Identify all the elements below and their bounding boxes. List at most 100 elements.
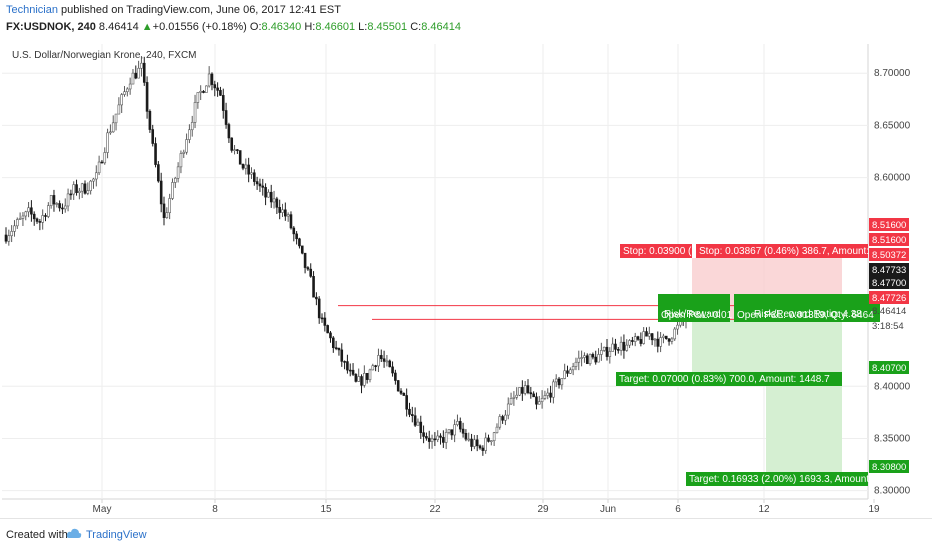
candle-body xyxy=(159,180,163,205)
candle-body xyxy=(492,432,496,442)
candle-body xyxy=(478,445,482,449)
candle-body xyxy=(72,184,76,195)
x-tick-label: 19 xyxy=(868,504,880,515)
chart-header: Technician published on TradingView.com,… xyxy=(0,0,932,44)
rr-label-2: Risk/Reward Ratio: 4.38 xyxy=(754,309,862,320)
target-label-1-box xyxy=(616,372,842,386)
price-chart[interactable]: 8.70000 8.65000 8.60000 8.40000 8.35000 8.300… xyxy=(2,44,930,518)
candle-body xyxy=(303,252,307,268)
candle-body xyxy=(512,396,516,399)
candle-body xyxy=(574,361,578,367)
candle-body xyxy=(332,337,335,348)
tradingview-cloud-icon xyxy=(66,528,82,538)
candle-body xyxy=(30,207,33,215)
y-tick-label: 8.30000 xyxy=(874,486,911,497)
candle-body xyxy=(670,338,674,342)
candle-body xyxy=(35,218,39,222)
candle-body xyxy=(535,396,538,405)
candle-body xyxy=(44,215,47,217)
tradingview-brand[interactable]: TradingView xyxy=(86,529,147,541)
candle-body xyxy=(645,331,648,337)
candle-body xyxy=(408,408,411,415)
candle-body xyxy=(312,276,315,298)
candle-body xyxy=(49,195,53,206)
candle-body xyxy=(348,369,352,372)
rr-label-1: Risk/Reward xyxy=(664,309,721,320)
price-tag-label: 3:18:54 xyxy=(872,321,904,332)
candle-body xyxy=(458,421,462,430)
candle-body xyxy=(227,124,231,139)
candle-body xyxy=(89,180,92,191)
candle-body xyxy=(15,219,19,227)
publish-line: Technician published on TradingView.com,… xyxy=(6,4,341,16)
candle-body xyxy=(41,215,44,223)
candle-body xyxy=(145,82,149,112)
candle-body xyxy=(391,366,394,374)
candle-body xyxy=(176,166,180,179)
candle-body xyxy=(142,62,146,83)
candle-body xyxy=(365,373,369,380)
candle-body xyxy=(583,355,586,358)
pl-label-1: Open P&L: 0.01 xyxy=(661,310,733,321)
candle-body xyxy=(151,129,155,144)
candle-body xyxy=(230,137,234,151)
target-label-1: Target: 0.07000 (0.83%) 700.0, Amount: 1… xyxy=(619,374,830,385)
candle-body xyxy=(571,366,575,371)
candle-body xyxy=(173,177,177,183)
candle-body xyxy=(329,332,332,339)
candle-body xyxy=(137,67,140,79)
candle-body xyxy=(611,343,614,352)
candle-body xyxy=(631,340,634,342)
candle-body xyxy=(38,221,42,223)
candle-body xyxy=(109,131,112,134)
candle-body xyxy=(515,394,519,398)
author-link[interactable]: Technician xyxy=(6,4,58,16)
candle-body xyxy=(619,341,623,351)
candle-body xyxy=(205,85,208,93)
candle-body xyxy=(554,378,558,383)
candle-body xyxy=(162,203,166,218)
candle-body xyxy=(21,215,25,219)
candle-body xyxy=(185,139,188,153)
candle-body xyxy=(396,380,400,392)
candle-body xyxy=(97,161,101,174)
candle-body xyxy=(379,355,383,360)
x-tick-label: 29 xyxy=(537,504,549,515)
candle-body xyxy=(18,217,22,220)
candle-body xyxy=(506,403,510,416)
x-tick-label: Jun xyxy=(600,504,616,515)
candle-body xyxy=(633,336,637,342)
candle-body xyxy=(86,190,90,194)
candle-body xyxy=(639,339,643,344)
candle-body xyxy=(238,150,242,165)
candle-body xyxy=(289,214,293,229)
candle-body xyxy=(484,437,487,451)
candle-body xyxy=(577,357,581,363)
y-tick-label: 8.35000 xyxy=(874,433,911,444)
price-tag-box xyxy=(869,218,909,231)
candle-body xyxy=(591,354,595,358)
candle-body xyxy=(63,205,67,210)
candle-body xyxy=(453,424,456,436)
candle-body xyxy=(24,211,28,217)
candle-body xyxy=(549,392,552,398)
candle-body xyxy=(317,298,321,319)
x-tick-label: 8 xyxy=(212,504,218,515)
candle-body xyxy=(614,343,617,350)
candle-body xyxy=(377,355,380,367)
candle-body xyxy=(608,351,612,357)
candle-body xyxy=(425,436,428,439)
candle-body xyxy=(487,437,490,442)
price-tag-label: 8.47726 xyxy=(872,293,906,304)
candle-body xyxy=(128,83,132,90)
candle-body xyxy=(357,376,360,382)
candle-body xyxy=(473,439,476,447)
candle-body xyxy=(47,205,50,217)
candle-body xyxy=(433,438,437,441)
candle-body xyxy=(399,390,403,394)
candle-body xyxy=(168,198,171,213)
candle-body xyxy=(464,432,468,440)
price-change: +0.01556 (+0.18%) xyxy=(152,21,247,33)
candle-body xyxy=(171,182,174,199)
candle-body xyxy=(61,207,64,210)
